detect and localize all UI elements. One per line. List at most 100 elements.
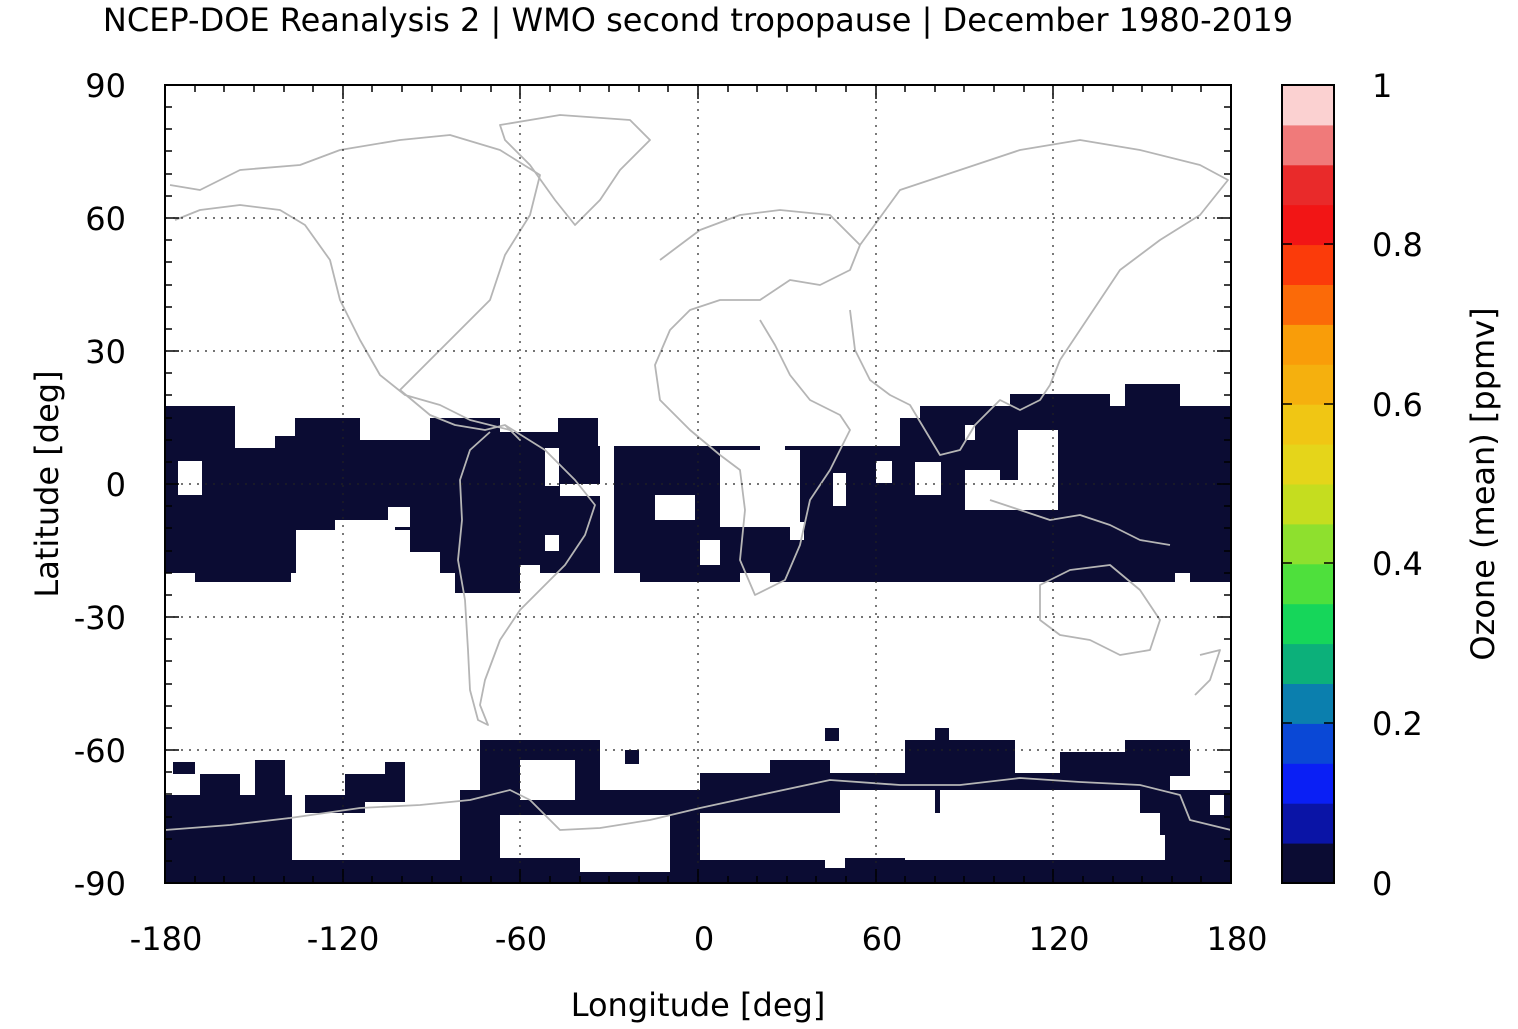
- gap-9: [560, 484, 610, 496]
- colorbar-segment: [1282, 843, 1334, 884]
- polar-gap-9: [1210, 795, 1224, 815]
- gap-5: [500, 418, 558, 432]
- polar-pt-3: [255, 760, 285, 796]
- polar-gap-7: [520, 760, 575, 800]
- colorbar-segment: [1282, 284, 1334, 325]
- colorbar-segment: [1282, 563, 1334, 605]
- polar-coast-6: [770, 760, 830, 776]
- x-tick-label: 0: [694, 920, 714, 958]
- coast-north-america: [169, 134, 541, 441]
- y-minor-ticks: [165, 106, 1231, 862]
- colorbar-segment: [1282, 244, 1334, 285]
- x-tick-label: -120: [307, 920, 380, 958]
- colorbar-tick-label: 0.6: [1372, 386, 1423, 424]
- colorbar-segment: [1282, 324, 1334, 365]
- x-tick-label: -60: [495, 920, 547, 958]
- polar-gap-6: [580, 850, 670, 872]
- coast-nz: [1194, 649, 1221, 696]
- colorbar-segment: [1282, 364, 1334, 405]
- polar-pt-8: [825, 728, 839, 741]
- gap-20: [790, 522, 804, 540]
- y-tick-label: -60: [74, 732, 126, 770]
- y-tick-label: -90: [74, 865, 126, 903]
- y-tick-labels: 90 60 30 0 -30 -60 -90: [74, 67, 126, 903]
- colorbar-segment: [1282, 404, 1334, 445]
- gap-17: [655, 495, 695, 520]
- band-east-bump1: [1010, 394, 1110, 408]
- polar-pt-2: [200, 774, 240, 796]
- colorbar-segment: [1282, 603, 1334, 645]
- coast-greenland: [499, 114, 651, 226]
- polar-coast-5: [1125, 740, 1190, 776]
- y-tick-label: 30: [85, 333, 126, 371]
- polar-gap-10: [540, 825, 562, 843]
- polar-gap-8: [825, 850, 845, 868]
- tick-marks: [165, 85, 1231, 883]
- band-west-top: [165, 406, 235, 420]
- gap-19: [760, 436, 785, 452]
- colorbar-label: Ozone (mean) [ppmv]: [1464, 307, 1502, 660]
- polar-gap-2: [700, 813, 830, 860]
- x-tick-labels: -180 -120 -60 0 60 120 180: [130, 920, 1268, 958]
- polar-coast-4: [1060, 752, 1130, 776]
- colorbar-segment: [1282, 683, 1334, 724]
- x-axis-label: Longitude [deg]: [571, 986, 826, 1024]
- colorbar-segment: [1282, 204, 1334, 246]
- colorbar-segment: [1282, 723, 1334, 764]
- coast-antarctica: [164, 777, 1232, 831]
- colorbar-tick-marks: [1282, 243, 1334, 724]
- y-major-ticks: [165, 217, 1231, 751]
- gap-21: [833, 473, 846, 506]
- polar-coast-7: [460, 815, 500, 860]
- gap-22: [876, 461, 892, 483]
- colorbar-segment: [1282, 523, 1334, 565]
- coast-indonesia: [989, 499, 1171, 546]
- polar-pt-5: [385, 762, 405, 776]
- x-tick-label: 60: [862, 920, 903, 958]
- band-south-d: [770, 571, 1175, 582]
- band-south-a: [195, 571, 291, 582]
- x-tick-label: 180: [1206, 920, 1267, 958]
- gap-8: [545, 448, 559, 486]
- colorbar-segment: [1282, 124, 1334, 166]
- colorbar-segment: [1282, 763, 1334, 804]
- gap-6: [598, 418, 900, 446]
- figure-title: NCEP-DOE Reanalysis 2 | WMO second tropo…: [103, 1, 1293, 39]
- band-south-c: [640, 571, 740, 582]
- y-tick-label: 60: [85, 200, 126, 238]
- x-major-ticks: [342, 85, 1054, 883]
- gap-25: [965, 470, 1000, 510]
- polar-left-block: [165, 795, 292, 860]
- colorbar-tick-labels: 0 0.2 0.4 0.6 0.8 1: [1372, 67, 1423, 903]
- polar-gap-1: [292, 813, 460, 860]
- polar-pt-1: [173, 762, 195, 774]
- gap-3: [275, 418, 295, 436]
- polar-gap-5: [940, 790, 1140, 840]
- gap-11: [335, 520, 395, 534]
- gap-28: [876, 583, 906, 593]
- y-tick-label: 0: [106, 466, 126, 504]
- gap-14: [545, 535, 559, 551]
- gap-4: [360, 418, 430, 440]
- polar-coast-8: [670, 813, 700, 860]
- band-south-b: [455, 571, 520, 593]
- gap-16: [720, 450, 800, 527]
- polar-gaps: [292, 760, 1224, 872]
- band-east-bump2: [1125, 384, 1180, 408]
- x-minor-ticks: [194, 85, 1202, 883]
- coast-south-america: [457, 424, 596, 726]
- band-east-top: [920, 406, 1231, 420]
- colorbar-segment: [1282, 803, 1334, 844]
- colorbar-segment: [1282, 444, 1334, 485]
- y-tick-label: -30: [74, 599, 126, 637]
- plot-area: [164, 84, 1232, 884]
- gap-12: [388, 507, 410, 527]
- polar-pt-7: [625, 750, 639, 764]
- x-tick-label: 120: [1028, 920, 1089, 958]
- gap-1: [178, 461, 202, 495]
- colorbar-segment: [1282, 643, 1334, 684]
- gap-15: [520, 565, 540, 593]
- gap-2: [235, 418, 275, 448]
- colorbar-frame: [1281, 84, 1335, 884]
